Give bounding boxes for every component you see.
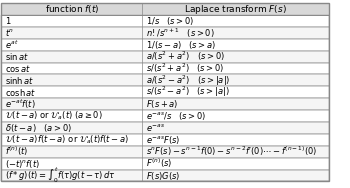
Text: $F^{(n)}(s)$: $F^{(n)}(s)$ [146, 157, 172, 170]
FancyBboxPatch shape [1, 98, 329, 110]
Text: $1/(s-a) \quad (s > a)$: $1/(s-a) \quad (s > a)$ [146, 39, 216, 51]
Text: $e^{-as}F(s)$: $e^{-as}F(s)$ [146, 134, 180, 146]
FancyBboxPatch shape [1, 27, 329, 39]
Text: $\sinh at$: $\sinh at$ [5, 75, 34, 86]
Text: $\mathcal{U}(t-a)f(t-a)$ or $\mathcal{U}_a(t)f(t-a)$: $\mathcal{U}(t-a)f(t-a)$ or $\mathcal{U}… [5, 134, 129, 146]
Text: $1$: $1$ [5, 15, 11, 26]
FancyBboxPatch shape [1, 86, 329, 98]
Text: $F(s)G(s)$: $F(s)G(s)$ [146, 170, 180, 182]
Text: $\cosh at$: $\cosh at$ [5, 87, 36, 98]
Text: $(-t)^n f(t)$: $(-t)^n f(t)$ [5, 158, 40, 170]
Text: $t^n$: $t^n$ [5, 27, 14, 38]
Text: $(f*g)(t) = \int_0^t f(\tau)g(t-\tau)\,d\tau$: $(f*g)(t) = \int_0^t f(\tau)g(t-\tau)\,d… [5, 166, 116, 186]
Text: $e^{-as}$: $e^{-as}$ [146, 122, 164, 133]
Text: function $f(t)$: function $f(t)$ [44, 3, 99, 15]
FancyBboxPatch shape [1, 170, 329, 181]
Text: $s/(s^2-a^2) \quad (s > |a|)$: $s/(s^2-a^2) \quad (s > |a|)$ [146, 85, 229, 99]
FancyBboxPatch shape [1, 63, 329, 74]
Text: $s/(s^2+a^2) \quad (s > 0)$: $s/(s^2+a^2) \quad (s > 0)$ [146, 62, 224, 75]
FancyBboxPatch shape [1, 158, 329, 170]
Text: $a/(s^2-a^2) \quad (s > |a|)$: $a/(s^2-a^2) \quad (s > |a|)$ [146, 73, 230, 88]
Text: Laplace transform $F(s)$: Laplace transform $F(s)$ [184, 2, 287, 16]
Text: $e^{-at}f(t)$: $e^{-at}f(t)$ [5, 97, 35, 111]
Text: $1/s \quad (s > 0)$: $1/s \quad (s > 0)$ [146, 15, 194, 27]
Text: $f^{(n)}(t)$: $f^{(n)}(t)$ [5, 145, 28, 158]
Text: $\delta(t-a) \quad (a > 0)$: $\delta(t-a) \quad (a > 0)$ [5, 122, 72, 134]
Text: $a/(s^2+a^2) \quad (s > 0)$: $a/(s^2+a^2) \quad (s > 0)$ [146, 50, 225, 63]
FancyBboxPatch shape [1, 3, 329, 15]
FancyBboxPatch shape [1, 74, 329, 86]
FancyBboxPatch shape [1, 122, 329, 134]
Text: $s^n F(s) - s^{n-1}f(0) - s^{n-2}f'(0) \cdots - f^{(n-1)}(0)$: $s^n F(s) - s^{n-1}f(0) - s^{n-2}f'(0) \… [146, 145, 317, 158]
Text: $\cos at$: $\cos at$ [5, 63, 31, 74]
FancyBboxPatch shape [1, 146, 329, 158]
Text: $n!/s^{n+1} \quad (s > 0)$: $n!/s^{n+1} \quad (s > 0)$ [146, 26, 214, 39]
FancyBboxPatch shape [1, 39, 329, 51]
Text: $\sin at$: $\sin at$ [5, 51, 29, 62]
FancyBboxPatch shape [1, 15, 329, 27]
Text: $F(s+a)$: $F(s+a)$ [146, 98, 178, 110]
Text: $\mathcal{U}(t-a)$ or $\mathcal{U}_a(t)$ $(a \geq 0)$: $\mathcal{U}(t-a)$ or $\mathcal{U}_a(t)$… [5, 110, 103, 122]
FancyBboxPatch shape [1, 110, 329, 122]
FancyBboxPatch shape [1, 51, 329, 63]
Text: $e^{-as}/s \quad (s > 0)$: $e^{-as}/s \quad (s > 0)$ [146, 110, 206, 122]
Text: $e^{at}$: $e^{at}$ [5, 39, 18, 51]
FancyBboxPatch shape [1, 134, 329, 146]
